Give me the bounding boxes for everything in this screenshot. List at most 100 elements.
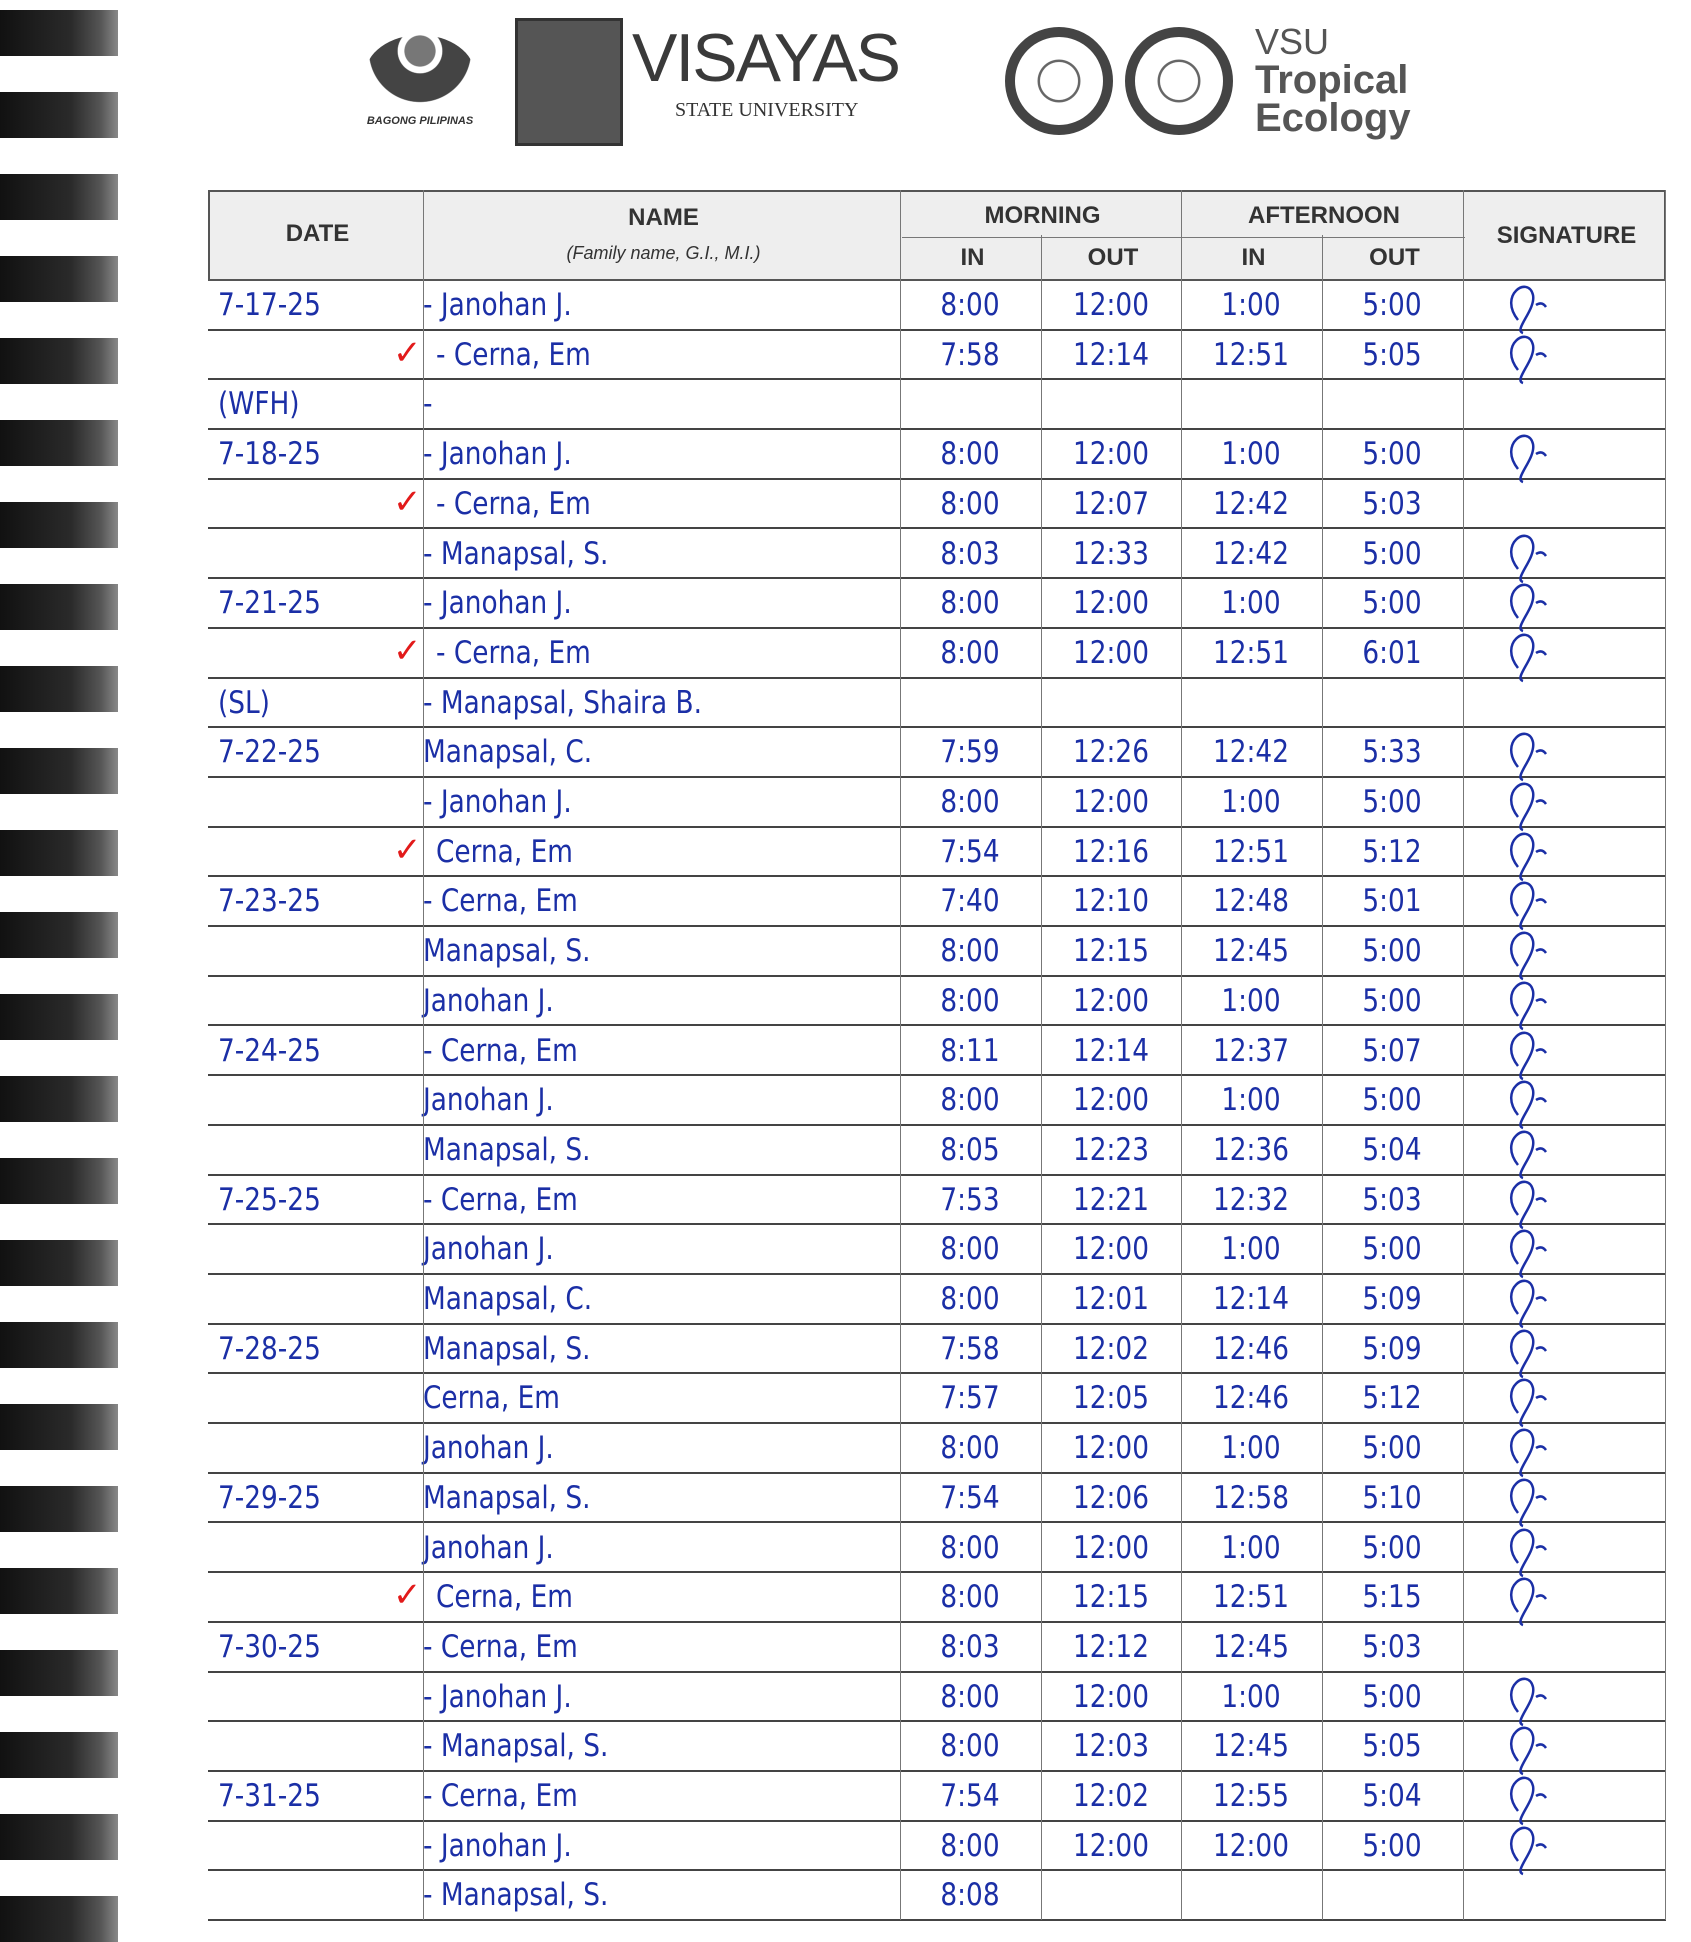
row-date: 7-23-25 <box>218 883 321 920</box>
vsu-logo-icon <box>515 18 623 146</box>
header-name-hint: (Family name, G.I., M.I.) <box>566 243 761 263</box>
row-pm-out: 5:00 <box>1362 436 1422 473</box>
row-pm-out: 5:10 <box>1362 1479 1422 1516</box>
row-pm-out: 5:00 <box>1362 982 1422 1019</box>
check-mark-icon: ✓ <box>393 482 422 521</box>
row-am-out: 12:15 <box>1073 1579 1149 1616</box>
row-name: Janohan J. <box>423 1231 554 1268</box>
row-am-out: 12:21 <box>1073 1181 1149 1218</box>
row-am-out: 12:00 <box>1073 1678 1149 1715</box>
row-am-in: 8:03 <box>940 535 1000 572</box>
row-pm-out: 5:05 <box>1362 1728 1422 1765</box>
row-am-in: 8:00 <box>940 1728 1000 1765</box>
column-divider <box>1041 235 1042 1920</box>
binding-ring <box>0 1240 118 1286</box>
row-name: - Manapsal, S. <box>423 1877 609 1914</box>
signature-icon <box>1510 732 1548 782</box>
table-row: ✓ - Cerna, Em 8:00 12:07 12:42 5:03 <box>208 480 1666 530</box>
row-am-in: 7:58 <box>940 336 1000 373</box>
binding-ring <box>0 912 118 958</box>
signature-icon <box>1510 1229 1548 1279</box>
check-mark-icon: ✓ <box>393 631 422 670</box>
row-pm-out: 5:00 <box>1362 535 1422 572</box>
table-row: Janohan J. 8:00 12:00 1:00 5:00 <box>208 1076 1666 1130</box>
row-pm-out: 5:00 <box>1362 585 1422 622</box>
binding-ring <box>0 584 118 630</box>
binding-ring <box>0 420 118 466</box>
row-pm-out: 6:01 <box>1362 634 1422 671</box>
table-row: - Janohan J. 8:00 12:00 12:00 5:00 <box>208 1822 1666 1875</box>
row-am-in: 8:05 <box>940 1131 1000 1168</box>
row-name: - Janohan J. <box>423 1827 572 1864</box>
row-am-in: 8:00 <box>940 585 1000 622</box>
university-subtitle: STATE UNIVERSITY <box>675 99 859 121</box>
row-pm-in: 1:00 <box>1221 784 1281 820</box>
binding-ring <box>0 666 118 712</box>
table-row: ✓ - Cerna, Em 7:58 12:14 12:51 5:05 <box>208 331 1666 384</box>
row-am-out: 12:12 <box>1073 1628 1149 1665</box>
row-am-in: 8:00 <box>940 1231 1000 1268</box>
signature-icon <box>1510 1080 1548 1130</box>
row-pm-in: 12:32 <box>1213 1181 1289 1218</box>
row-pm-out: 5:00 <box>1362 933 1422 970</box>
row-name: - Manapsal, S. <box>423 1728 609 1765</box>
signature-icon <box>1510 583 1548 633</box>
seal-icon <box>1125 27 1233 135</box>
row-am-in: 8:00 <box>940 485 1000 522</box>
binding-ring <box>0 830 118 876</box>
row-name: Manapsal, S. <box>423 1479 591 1516</box>
row-name: Janohan J. <box>423 1529 554 1566</box>
table-row: Janohan J. 8:00 12:00 1:00 5:00 <box>208 1424 1666 1478</box>
row-pm-out: 5:00 <box>1362 1082 1422 1119</box>
binding-ring <box>0 1076 118 1122</box>
column-divider <box>1463 190 1464 1920</box>
signature-icon <box>1510 1031 1548 1080</box>
row-name: Manapsal, S. <box>423 1131 591 1168</box>
unit-line-3: Ecology <box>1255 96 1411 140</box>
row-pm-in: 12:00 <box>1213 1827 1289 1864</box>
row-pm-in: 1:00 <box>1221 436 1281 473</box>
header-afternoon-in: IN <box>1241 244 1266 271</box>
signature-icon <box>1510 1677 1548 1726</box>
row-name: Cerna, Em <box>436 1579 573 1616</box>
row-am-in: 7:54 <box>940 1479 1000 1516</box>
row-name: - Cerna, Em <box>436 336 591 373</box>
row-name: - Janohan J. <box>423 436 572 473</box>
row-date: 7-31-25 <box>218 1778 321 1814</box>
row-am-out: 12:00 <box>1073 1430 1149 1467</box>
row-am-out: 12:14 <box>1073 1032 1149 1069</box>
row-pm-in: 12:51 <box>1213 1579 1289 1616</box>
table-row: Janohan J. 8:00 12:00 1:00 5:00 <box>208 1524 1666 1577</box>
row-name: Manapsal, S. <box>423 1330 591 1367</box>
university-name: VISAYAS <box>632 20 901 96</box>
row-date: 7-30-25 <box>218 1628 321 1665</box>
row-pm-in: 12:36 <box>1213 1131 1289 1168</box>
header-morning-in: IN <box>960 244 985 271</box>
row-pm-in: 12:55 <box>1213 1778 1289 1814</box>
row-pm-out: 5:12 <box>1362 1380 1422 1417</box>
binding-ring <box>0 174 118 220</box>
row-am-out: 12:00 <box>1073 982 1149 1019</box>
binding-ring <box>0 748 118 794</box>
row-pm-in: 1:00 <box>1221 1529 1281 1566</box>
row-am-out: 12:06 <box>1073 1479 1149 1516</box>
signature-icon <box>1510 1379 1548 1428</box>
signature-icon <box>1510 335 1548 384</box>
row-pm-out: 5:03 <box>1362 1628 1422 1665</box>
row-pm-out: 5:04 <box>1362 1778 1422 1814</box>
row-am-in: 8:00 <box>940 982 1000 1019</box>
row-am-out: 12:00 <box>1073 436 1149 473</box>
row-date: 7-25-25 <box>218 1181 321 1218</box>
row-pm-out: 5:09 <box>1362 1330 1422 1367</box>
header-afternoon-out: OUT <box>1369 244 1420 271</box>
row-am-in: 8:00 <box>940 1082 1000 1119</box>
column-divider <box>1322 235 1323 1920</box>
row-am-out: 12:00 <box>1073 784 1149 820</box>
row-pm-in: 12:45 <box>1213 1728 1289 1765</box>
row-pm-in: 12:42 <box>1213 734 1289 771</box>
spiral-binding <box>0 0 120 1942</box>
row-name: - Cerna, Em <box>423 883 578 920</box>
row-pm-out: 5:00 <box>1362 287 1422 323</box>
row-am-in: 7:59 <box>940 734 1000 771</box>
row-am-in: 8:00 <box>940 1430 1000 1467</box>
